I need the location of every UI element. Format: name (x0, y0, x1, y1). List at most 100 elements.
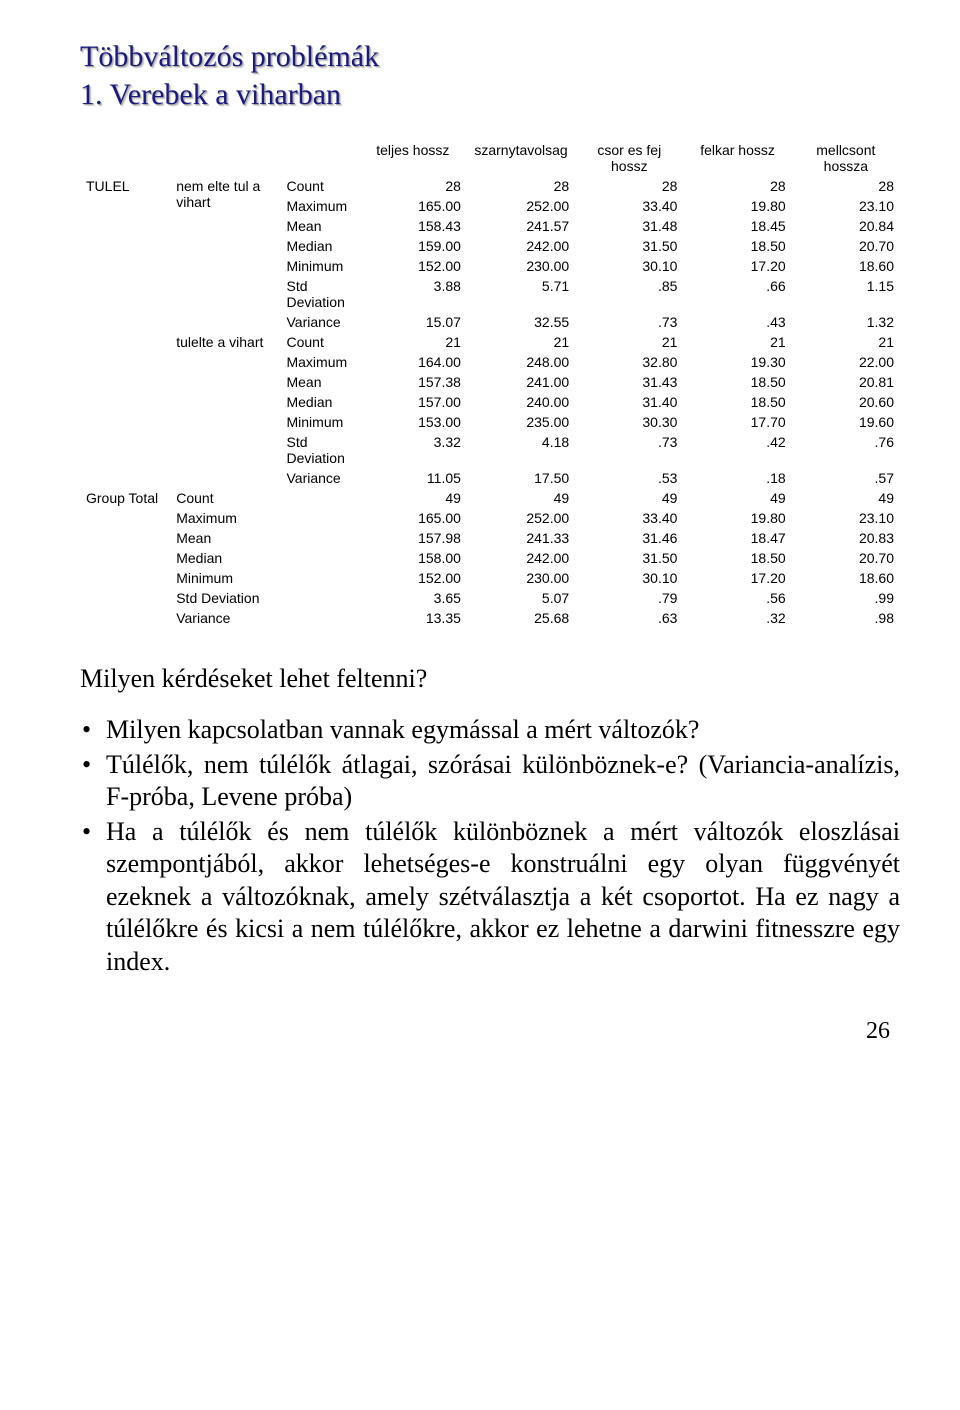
data-cell: 3.88 (359, 276, 467, 312)
data-cell: 18.45 (683, 216, 791, 236)
data-cell: 241.57 (467, 216, 575, 236)
row-label: Count (280, 332, 358, 352)
data-cell: 18.47 (683, 528, 791, 548)
data-cell: 17.20 (683, 256, 791, 276)
data-cell: 15.07 (359, 312, 467, 332)
data-cell: .53 (575, 468, 683, 488)
data-cell: 18.50 (683, 236, 791, 256)
row-label: Variance (170, 608, 358, 628)
data-cell: 17.50 (467, 468, 575, 488)
data-cell: 3.32 (359, 432, 467, 468)
data-cell: 18.50 (683, 392, 791, 412)
title-sub: 1. Verebek a viharban (80, 78, 900, 112)
data-cell: 157.00 (359, 392, 467, 412)
data-cell: 21 (683, 332, 791, 352)
data-cell: 240.00 (467, 392, 575, 412)
data-cell: 28 (359, 176, 467, 196)
col-header: szarnytavolsag (467, 140, 575, 176)
table-row: Mean157.98241.3331.4618.4720.83 (80, 528, 900, 548)
data-cell: 242.00 (467, 548, 575, 568)
data-cell: 159.00 (359, 236, 467, 256)
data-cell: 241.33 (467, 528, 575, 548)
data-cell: 18.60 (792, 256, 900, 276)
row-label: Median (280, 236, 358, 256)
data-cell: 32.55 (467, 312, 575, 332)
row-label: Variance (280, 312, 358, 332)
col-header: csor es fej hossz (575, 140, 683, 176)
data-cell: 248.00 (467, 352, 575, 372)
col-header: felkar hossz (683, 140, 791, 176)
data-cell: 4.18 (467, 432, 575, 468)
data-cell: 165.00 (359, 196, 467, 216)
data-cell: 22.00 (792, 352, 900, 372)
table-row: Maximum165.00252.0033.4019.8023.10 (80, 508, 900, 528)
data-cell: .79 (575, 588, 683, 608)
data-cell: 11.05 (359, 468, 467, 488)
page-number: 26 (80, 1018, 900, 1045)
group-total-label: Group Total (80, 488, 170, 628)
subgroup-label: nem elte tul a vihart (170, 176, 280, 332)
row-label: Count (280, 176, 358, 196)
row-label: Count (170, 488, 358, 508)
data-cell: 49 (467, 488, 575, 508)
table-row: Minimum152.00230.0030.1017.2018.60 (80, 568, 900, 588)
table-header-row: teljes hossz szarnytavolsag csor es fej … (80, 140, 900, 176)
data-cell: 20.81 (792, 372, 900, 392)
data-cell: .63 (575, 608, 683, 628)
data-cell: .99 (792, 588, 900, 608)
row-label: Maximum (170, 508, 358, 528)
data-cell: 17.70 (683, 412, 791, 432)
data-cell: 19.30 (683, 352, 791, 372)
data-cell: 49 (575, 488, 683, 508)
data-cell: 252.00 (467, 508, 575, 528)
data-cell: 5.07 (467, 588, 575, 608)
row-label: Mean (280, 372, 358, 392)
data-cell: 158.43 (359, 216, 467, 236)
data-cell: 164.00 (359, 352, 467, 372)
list-item: Ha a túlélők és nem túlélők különböznek … (80, 816, 900, 979)
row-label: Variance (280, 468, 358, 488)
data-cell: .18 (683, 468, 791, 488)
data-cell: 18.50 (683, 548, 791, 568)
data-cell: 20.70 (792, 236, 900, 256)
data-cell: .32 (683, 608, 791, 628)
data-cell: 252.00 (467, 196, 575, 216)
data-cell: 165.00 (359, 508, 467, 528)
data-cell: 20.60 (792, 392, 900, 412)
data-cell: .85 (575, 276, 683, 312)
data-cell: 157.38 (359, 372, 467, 392)
table-row: Group TotalCount4949494949 (80, 488, 900, 508)
row-label: Minimum (280, 412, 358, 432)
row-label: Median (280, 392, 358, 412)
row-label: Std Deviation (280, 432, 358, 468)
group-label: TULEL (80, 176, 170, 488)
data-cell: 31.43 (575, 372, 683, 392)
data-cell: 21 (792, 332, 900, 352)
data-cell: 1.15 (792, 276, 900, 312)
data-cell: 28 (575, 176, 683, 196)
row-label: Mean (170, 528, 358, 548)
data-cell: 28 (683, 176, 791, 196)
data-cell: 30.30 (575, 412, 683, 432)
row-label: Mean (280, 216, 358, 236)
subgroup-label: tulelte a vihart (170, 332, 280, 488)
data-cell: 230.00 (467, 568, 575, 588)
table-row: TULELnem elte tul a vihartCount282828282… (80, 176, 900, 196)
data-cell: .42 (683, 432, 791, 468)
data-cell: 49 (792, 488, 900, 508)
data-cell: 152.00 (359, 256, 467, 276)
table-body: TULELnem elte tul a vihartCount282828282… (80, 176, 900, 628)
bullet-list: Milyen kapcsolatban vannak egymással a m… (80, 714, 900, 978)
data-cell: 17.20 (683, 568, 791, 588)
data-cell: .57 (792, 468, 900, 488)
row-label: Minimum (170, 568, 358, 588)
data-cell: 31.50 (575, 548, 683, 568)
data-cell: 152.00 (359, 568, 467, 588)
data-cell: .66 (683, 276, 791, 312)
table-head: teljes hossz szarnytavolsag csor es fej … (80, 140, 900, 176)
data-cell: 157.98 (359, 528, 467, 548)
data-cell: 19.60 (792, 412, 900, 432)
data-cell: 20.83 (792, 528, 900, 548)
row-label: Maximum (280, 196, 358, 216)
data-cell: 33.40 (575, 508, 683, 528)
